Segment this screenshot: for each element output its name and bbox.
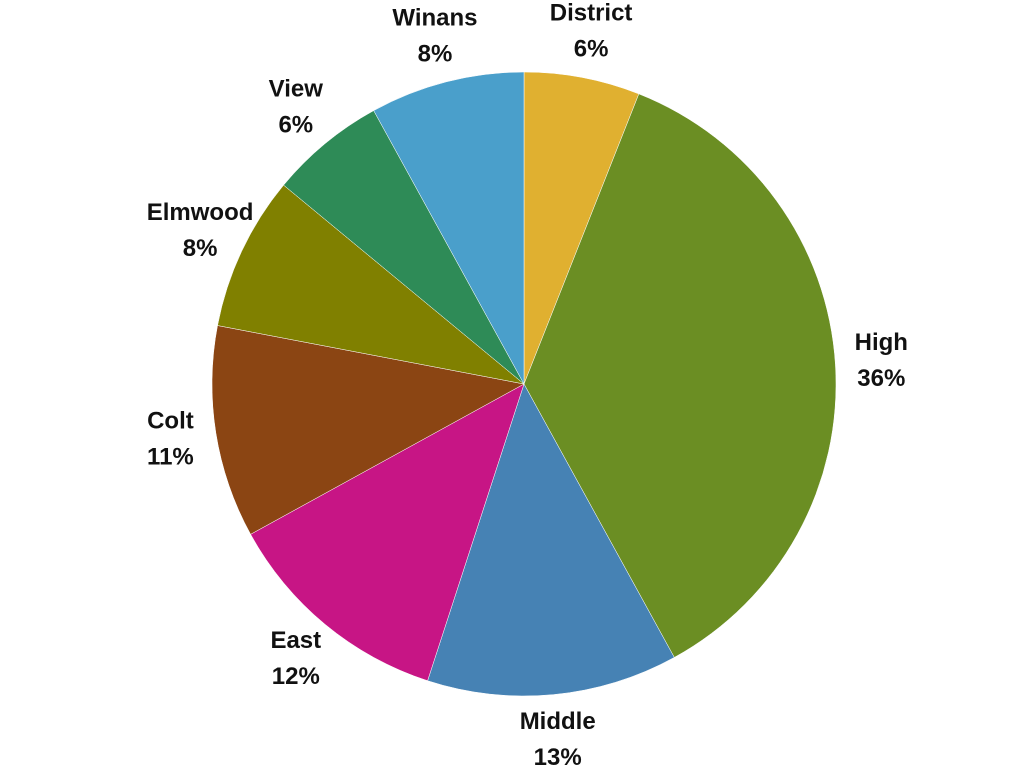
slice-label: High bbox=[855, 329, 908, 356]
slice-label: Elmwood bbox=[147, 199, 254, 226]
slice-value-label: 8% bbox=[418, 41, 453, 68]
slice-label: View bbox=[269, 76, 324, 103]
pie-slice bbox=[217, 184, 525, 385]
pie-slice bbox=[250, 383, 525, 682]
slice-value-label: 12% bbox=[272, 663, 320, 690]
slice-value-label: 11% bbox=[147, 443, 194, 470]
slice-label: East bbox=[270, 627, 321, 654]
pie-slice bbox=[211, 325, 525, 535]
pie-slice bbox=[427, 383, 675, 697]
slice-value-label: 6% bbox=[278, 112, 313, 139]
pie-slice bbox=[523, 93, 837, 658]
pie-slice bbox=[373, 71, 525, 385]
slice-label: Middle bbox=[520, 708, 596, 735]
slice-value-label: 13% bbox=[534, 744, 582, 768]
slice-label: District bbox=[550, 0, 633, 27]
slice-value-label: 36% bbox=[857, 365, 905, 392]
slice-value-label: 8% bbox=[183, 235, 218, 262]
slice-value-label: 6% bbox=[574, 36, 609, 63]
slice-label: Winans bbox=[392, 5, 477, 32]
slice-label: Colt bbox=[147, 407, 194, 434]
